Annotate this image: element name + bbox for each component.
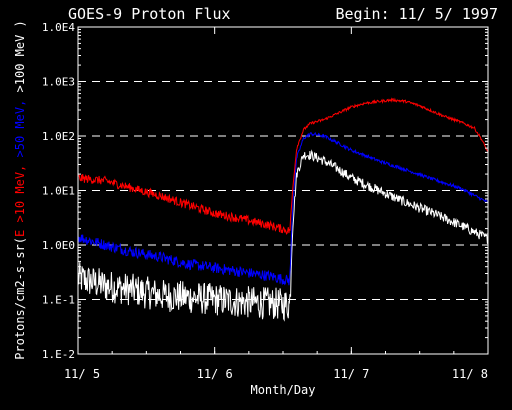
- chart-title: GOES-9 Proton Flux: [68, 5, 231, 23]
- x-axis-label: Month/Day: [250, 383, 315, 397]
- y-tick-label: 1.E-2: [42, 348, 75, 361]
- y-axis-ticks: 1.0E4 1.0E3 1.0E2 1.0E1 1.0E0 1.E-1 1.E-2: [42, 21, 488, 361]
- x-tick-label: 11/ 5: [64, 367, 100, 381]
- y-axis-label: Protons/cm2-s-sr(E >10 MeV, >50 MeV, >10…: [13, 20, 27, 360]
- x-tick-label: 11/ 6: [197, 367, 233, 381]
- begin-date-label: Begin: 11/ 5/ 1997: [335, 5, 498, 23]
- y-tick-label: 1.0E2: [42, 130, 75, 143]
- y-axis-label-part: E >10 MeV,: [13, 165, 27, 237]
- series-lines: [77, 97, 489, 322]
- x-tick-label: 11/ 7: [333, 367, 369, 381]
- series-line: [77, 97, 489, 235]
- y-axis-label-part: Protons/cm2-s-sr(: [13, 237, 27, 360]
- y-axis-label-part: >50 MeV,: [13, 100, 27, 165]
- series-line: [78, 131, 489, 286]
- y-tick-label: 1.0E3: [42, 76, 75, 89]
- x-tick-label: 11/ 8: [452, 367, 488, 381]
- x-axis-ticks: 11/ 5 11/ 6 11/ 7 11/ 8: [64, 27, 489, 381]
- y-tick-label: 1.0E0: [42, 239, 75, 252]
- y-tick-label: 1.0E1: [42, 185, 75, 198]
- y-axis-label-part: >100 MeV ): [13, 20, 27, 99]
- y-tick-label: 1.0E4: [42, 21, 75, 34]
- series-line: [77, 149, 489, 322]
- grid-lines: [78, 81, 488, 300]
- y-tick-label: 1.E-1: [42, 294, 75, 307]
